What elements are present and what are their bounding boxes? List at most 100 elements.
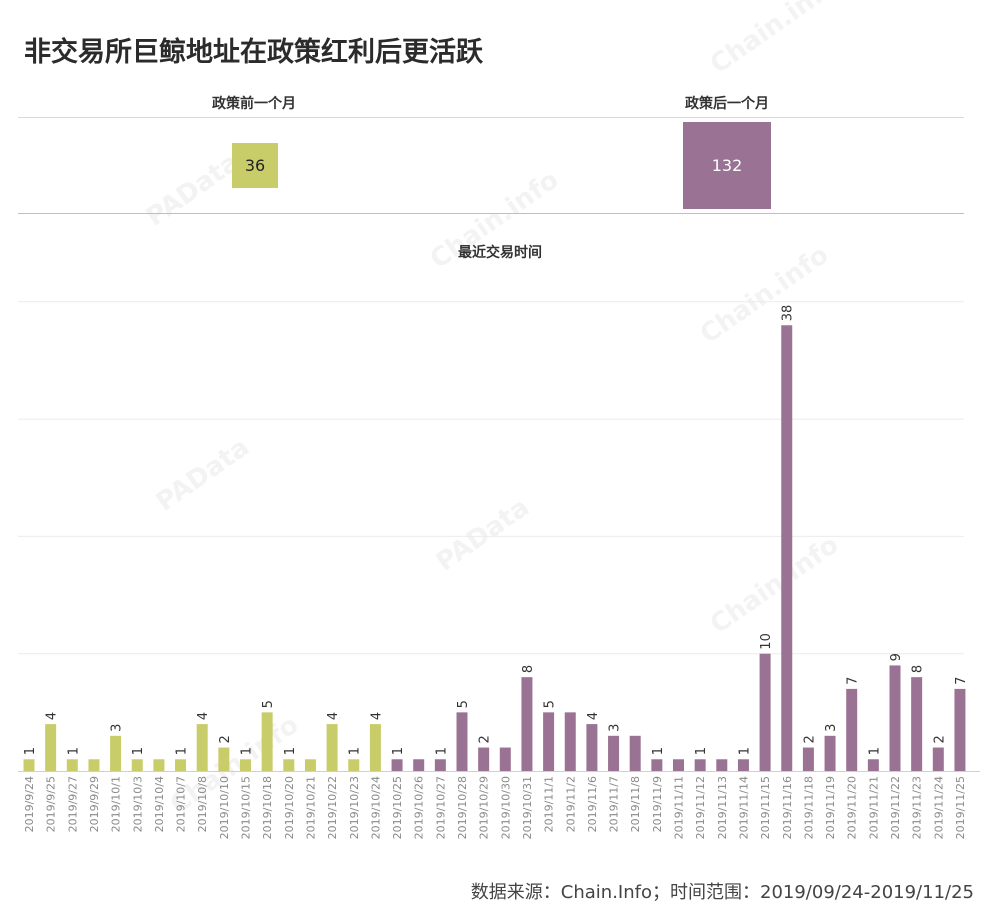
bar <box>586 724 598 771</box>
x-tick-label: 2019/9/24 <box>23 776 36 832</box>
summary-top-divider <box>18 117 964 118</box>
data-label: 1 <box>23 747 38 755</box>
bar <box>413 759 425 771</box>
bar <box>716 759 728 771</box>
bar <box>759 653 771 771</box>
x-tick-label: 2019/10/20 <box>283 776 296 839</box>
bar <box>499 747 511 771</box>
x-tick-label: 2019/9/25 <box>45 776 58 832</box>
data-label: 4 <box>326 712 341 720</box>
data-label: 4 <box>586 712 601 720</box>
bar <box>110 735 122 771</box>
x-tick-label: 2019/11/6 <box>586 776 599 832</box>
x-tick-label: 2019/10/4 <box>153 776 166 832</box>
bar <box>240 759 251 771</box>
data-label: 5 <box>261 700 276 708</box>
bar <box>456 712 468 771</box>
after-summary-box: 132 <box>683 122 771 209</box>
bar <box>153 759 165 771</box>
x-tick-label: 2019/10/3 <box>131 776 144 832</box>
x-tick-label: 2019/10/7 <box>175 776 188 832</box>
data-source-note: 数据来源：Chain.Info；时间范围：2019/09/24-2019/11/… <box>470 882 974 903</box>
x-tick-label: 2019/11/13 <box>716 776 729 839</box>
data-label: 2 <box>478 735 493 743</box>
x-tick-label: 2019/10/30 <box>499 776 512 839</box>
bar <box>521 677 533 771</box>
x-tick-label: 2019/10/27 <box>434 776 447 839</box>
data-label: 7 <box>846 677 861 685</box>
x-tick-label: 2019/10/26 <box>413 776 426 839</box>
bar <box>369 724 381 771</box>
data-label: 4 <box>196 712 211 720</box>
x-tick-label: 2019/10/28 <box>456 776 469 839</box>
page-title: 非交易所巨鲸地址在政策红利后更活跃 <box>24 37 483 68</box>
bar <box>629 735 641 771</box>
x-tick-label: 2019/9/27 <box>66 776 79 832</box>
data-label: 4 <box>369 712 384 720</box>
x-tick-label: 2019/11/20 <box>846 776 859 839</box>
data-label: 10 <box>759 633 774 650</box>
x-tick-label: 2019/11/15 <box>759 776 772 839</box>
bar <box>543 712 555 771</box>
x-tick-label: 2019/10/15 <box>240 776 253 839</box>
data-label: 1 <box>694 747 709 755</box>
bar <box>608 735 620 771</box>
data-label: 4 <box>45 712 60 720</box>
bar <box>304 759 316 771</box>
bar <box>45 724 57 771</box>
bar <box>694 759 706 771</box>
x-tick-label: 2019/10/10 <box>218 776 231 839</box>
x-tick-label: 2019/10/21 <box>304 776 317 839</box>
x-tick-label: 2019/10/23 <box>348 776 361 839</box>
data-label: 1 <box>391 747 406 755</box>
data-label: 5 <box>456 700 471 708</box>
data-label: 3 <box>110 724 125 732</box>
x-tick-label: 2019/11/14 <box>737 776 750 839</box>
bar <box>954 688 966 771</box>
x-tick-label: 2019/10/31 <box>521 776 534 839</box>
bar <box>261 712 273 771</box>
x-tick-label: 2019/10/8 <box>196 776 209 832</box>
bar <box>218 747 230 771</box>
x-tick-label: 2019/11/24 <box>932 776 945 839</box>
x-tick-label: 2019/11/23 <box>911 776 924 839</box>
bar <box>932 747 944 771</box>
x-tick-label: 2019/11/7 <box>608 776 621 832</box>
x-tick-label: 2019/10/29 <box>478 776 491 839</box>
data-label: 1 <box>737 747 752 755</box>
summary-bottom-divider <box>18 213 964 214</box>
bar <box>283 759 295 771</box>
bar <box>348 759 360 771</box>
x-tick-label: 2019/10/22 <box>326 776 339 839</box>
bar <box>196 724 208 771</box>
x-tick-label: 2019/11/16 <box>781 776 794 839</box>
bar <box>651 759 663 771</box>
data-label: 1 <box>66 747 81 755</box>
data-label: 38 <box>781 305 796 322</box>
before-summary-box: 36 <box>232 143 278 188</box>
x-tick-label: 2019/11/1 <box>543 776 556 832</box>
before-summary-label: 政策前一个月 <box>212 96 296 112</box>
bar <box>564 712 576 771</box>
bar <box>88 759 100 771</box>
x-tick-label: 2019/10/25 <box>391 776 404 839</box>
x-tick-label: 2019/10/1 <box>110 776 123 832</box>
bar <box>824 735 836 771</box>
data-label: 5 <box>543 700 558 708</box>
data-label: 8 <box>521 665 536 673</box>
x-tick-label: 2019/11/19 <box>824 776 837 839</box>
data-label: 2 <box>218 735 233 743</box>
data-label: 8 <box>911 665 926 673</box>
data-label: 2 <box>802 735 817 743</box>
x-tick-label: 2019/10/24 <box>369 776 382 839</box>
x-tick-label: 2019/11/9 <box>651 776 664 832</box>
x-tick-label: 2019/10/18 <box>261 776 274 839</box>
bar <box>66 759 78 771</box>
bar <box>802 747 814 771</box>
x-tick-label: 2019/11/18 <box>802 776 815 839</box>
bar <box>175 759 187 771</box>
data-label: 1 <box>651 747 666 755</box>
data-label: 9 <box>889 653 904 661</box>
data-label: 7 <box>954 677 969 685</box>
